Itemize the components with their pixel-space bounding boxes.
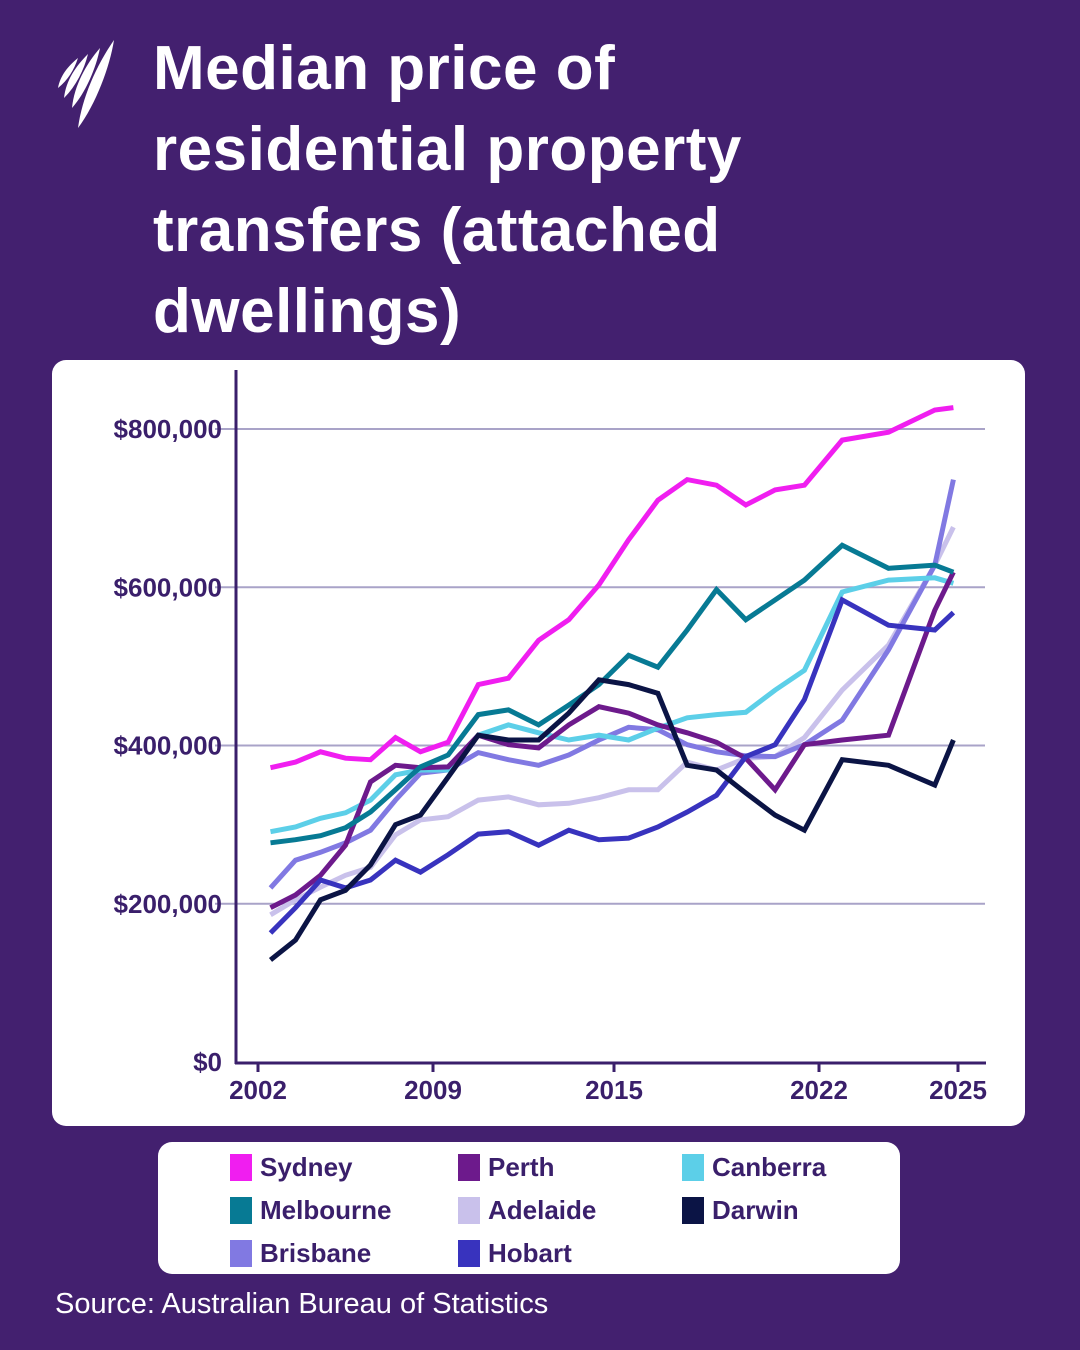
source-note: Source: Australian Bureau of Statistics <box>55 1288 549 1320</box>
legend-item-darwin: Darwin <box>682 1195 799 1226</box>
legend-item-perth: Perth <box>458 1152 554 1183</box>
legend-item-hobart: Hobart <box>458 1238 572 1269</box>
y-tick-label: $0 <box>193 1047 222 1077</box>
x-tick-label: 2015 <box>585 1075 643 1105</box>
legend-item-canberra: Canberra <box>682 1152 826 1183</box>
legend-label: Adelaide <box>488 1195 597 1225</box>
legend-label: Hobart <box>488 1238 572 1268</box>
title-line: dwellings) <box>153 277 462 346</box>
legend: Sydney Perth Canberra Melbourne Adelaide Darw… <box>158 1142 900 1274</box>
legend-swatch <box>458 1197 480 1224</box>
legend-swatch <box>458 1154 480 1181</box>
x-tick-label: 2025 <box>929 1075 987 1105</box>
y-tick-label: $200,000 <box>114 889 222 919</box>
legend-label: Canberra <box>712 1152 827 1182</box>
series-line-perth <box>269 571 956 910</box>
legend-swatch <box>230 1197 252 1224</box>
x-tick-label: 2022 <box>790 1075 848 1105</box>
legend-label: Melbourne <box>260 1195 392 1225</box>
y-tick-label: $600,000 <box>114 572 222 602</box>
legend-label: Sydney <box>260 1152 353 1182</box>
series-line-canberra <box>270 575 955 835</box>
sbs-logo <box>58 40 114 128</box>
series-line-sydney <box>269 405 954 771</box>
title-line: residential property <box>153 115 742 184</box>
legend-item-adelaide: Adelaide <box>458 1195 596 1226</box>
legend-swatch <box>458 1240 480 1267</box>
chart-title: Median price of residential property tra… <box>153 28 742 352</box>
legend-item-melbourne: Melbourne <box>230 1195 391 1226</box>
legend-swatch <box>230 1240 252 1267</box>
legend-swatch <box>682 1154 704 1181</box>
x-tick-label: 2009 <box>404 1075 462 1105</box>
legend-swatch <box>682 1197 704 1224</box>
title-line: transfers (attached <box>153 196 721 265</box>
legend-label: Perth <box>488 1152 555 1182</box>
chart-card <box>52 360 1025 1126</box>
legend-item-sydney: Sydney <box>230 1152 353 1183</box>
series-line-brisbane <box>268 479 956 890</box>
legend-item-brisbane: Brisbane <box>230 1238 371 1269</box>
legend-swatch <box>230 1154 252 1181</box>
x-tick-label: 2002 <box>229 1075 287 1105</box>
y-tick-label: $800,000 <box>114 414 222 444</box>
series-line-hobart <box>268 596 956 935</box>
legend-label: Darwin <box>712 1195 799 1225</box>
title-line: Median price of <box>153 34 616 103</box>
series-line-darwin <box>268 677 956 962</box>
y-tick-label: $400,000 <box>114 731 222 761</box>
legend-label: Brisbane <box>260 1238 372 1268</box>
